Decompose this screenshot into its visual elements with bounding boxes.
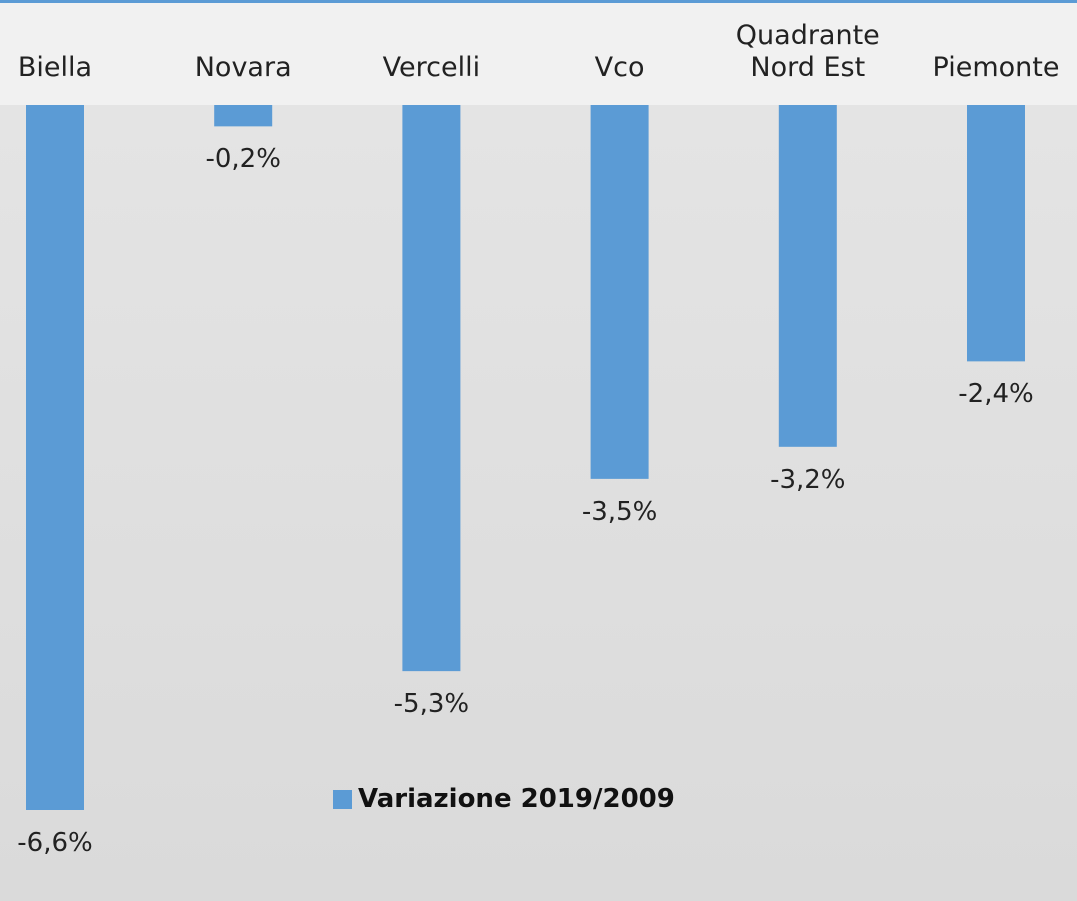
x-tick-label: Quadrante Nord Est xyxy=(735,20,880,83)
legend: Variazione 2019/2009 xyxy=(333,784,675,814)
data-label: -0,2% xyxy=(205,144,281,175)
x-tick-label: Novara xyxy=(194,52,292,83)
bar xyxy=(590,105,649,479)
data-label: -6,6% xyxy=(17,828,93,858)
bar xyxy=(402,105,461,672)
data-label: -5,3% xyxy=(393,689,470,720)
legend-label: Variazione 2019/2009 xyxy=(358,784,675,814)
x-tick-label: Biella xyxy=(17,52,93,83)
bar xyxy=(778,105,837,447)
data-label: -2,4% xyxy=(958,379,1034,410)
data-label: -3,2% xyxy=(770,464,846,495)
data-label: -3,5% xyxy=(581,496,658,527)
legend-swatch xyxy=(333,789,352,809)
x-tick-label: Vercelli xyxy=(382,52,481,83)
bar xyxy=(26,105,84,810)
x-tick-label: Piemonte xyxy=(932,52,1060,83)
x-tick-label: Vco xyxy=(594,52,645,83)
bar xyxy=(967,105,1025,362)
bar xyxy=(214,105,273,127)
top-border xyxy=(0,0,1077,3)
